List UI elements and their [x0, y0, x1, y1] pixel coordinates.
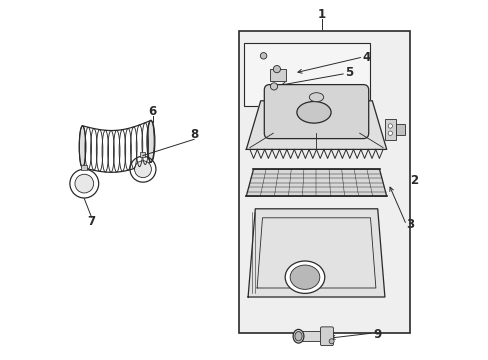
Bar [239, 31, 409, 333]
Circle shape [134, 161, 151, 177]
Ellipse shape [294, 332, 302, 341]
Circle shape [273, 66, 280, 73]
Bar [384, 119, 395, 140]
FancyBboxPatch shape [264, 85, 368, 139]
Ellipse shape [289, 265, 319, 289]
Bar [395, 124, 404, 135]
Ellipse shape [292, 329, 303, 343]
Text: 8: 8 [189, 129, 198, 141]
Text: 3: 3 [405, 219, 413, 231]
Bar [244, 43, 370, 106]
Bar [140, 152, 145, 157]
Circle shape [387, 124, 392, 128]
Bar [269, 69, 285, 81]
Text: 6: 6 [148, 105, 157, 118]
Bar [81, 165, 87, 170]
Ellipse shape [296, 102, 330, 123]
Polygon shape [246, 101, 386, 149]
Circle shape [387, 131, 392, 135]
Circle shape [270, 83, 277, 90]
Polygon shape [247, 209, 384, 297]
Ellipse shape [285, 261, 324, 293]
Ellipse shape [309, 93, 323, 102]
Text: 4: 4 [362, 51, 370, 64]
Text: 1: 1 [317, 8, 325, 21]
Text: 7: 7 [87, 215, 95, 228]
Text: 9: 9 [373, 328, 381, 341]
Ellipse shape [79, 126, 85, 167]
Circle shape [75, 174, 94, 193]
Polygon shape [246, 169, 386, 196]
FancyBboxPatch shape [320, 327, 333, 346]
Circle shape [260, 53, 266, 59]
Text: 2: 2 [409, 174, 418, 186]
Text: 5: 5 [344, 66, 352, 79]
Circle shape [328, 339, 333, 344]
Bar [296, 331, 325, 341]
Ellipse shape [146, 120, 155, 162]
